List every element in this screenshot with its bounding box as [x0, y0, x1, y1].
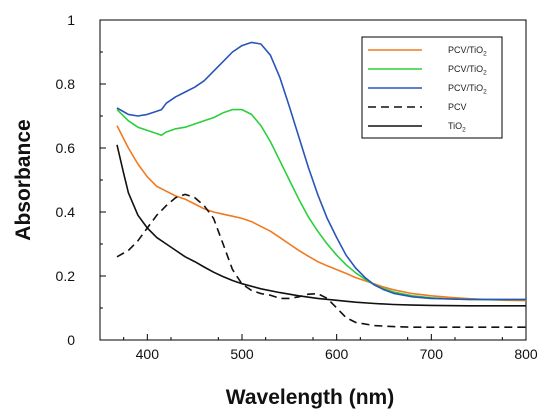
y-tick-label: 0.4 [56, 204, 76, 220]
legend-label: PCV/TiO2 [448, 83, 487, 96]
legend-label: PCV/TiO2 [448, 45, 487, 58]
x-tick-label: 400 [136, 346, 160, 362]
y-tick-label: 0.8 [56, 76, 76, 92]
y-tick-label: 0.6 [56, 140, 76, 156]
legend: PCV/TiO2 PCV/TiO2 PCV/TiO2 PCV TiO2 [361, 36, 503, 139]
y-tick-label: 1 [67, 12, 75, 28]
x-tick-label: 600 [325, 346, 349, 362]
x-tick-label: 700 [420, 346, 444, 362]
series-line-4 [116, 144, 526, 307]
series-line-3 [116, 193, 526, 329]
legend-label: PCV/TiO2 [448, 64, 487, 77]
y-tick-label: 0 [67, 332, 75, 348]
x-tick-label: 500 [230, 346, 254, 362]
series-line-1 [116, 108, 526, 301]
legend-label: PCV [448, 102, 467, 112]
series-line-0 [116, 125, 527, 302]
x-axis-title: Wavelength (nm) [226, 386, 394, 409]
x-tick-label: 800 [514, 346, 538, 362]
legend-label: TiO2 [448, 121, 466, 134]
series-line-2 [116, 41, 526, 301]
y-axis-title: Absorbance [12, 119, 35, 240]
y-tick-label: 0.2 [56, 268, 76, 284]
